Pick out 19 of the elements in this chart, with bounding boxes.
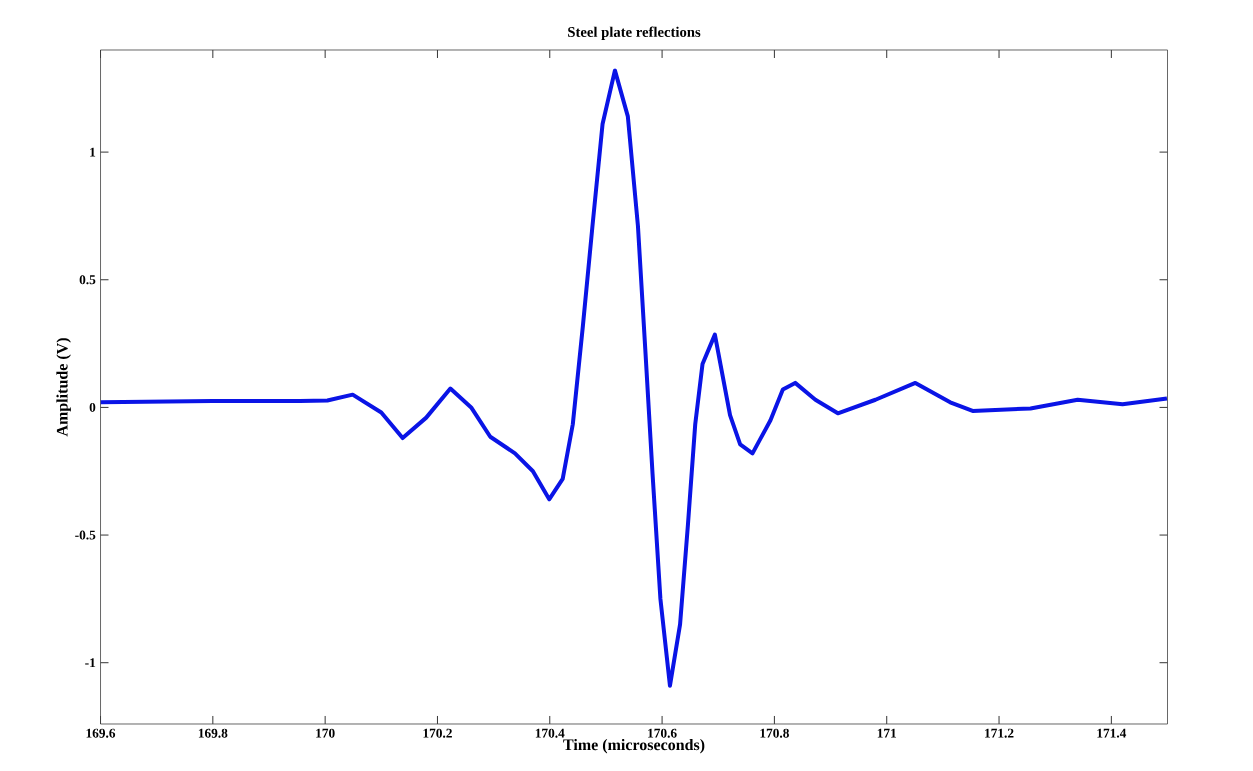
x-axis-title: Time (microseconds): [563, 738, 705, 754]
x-tick-label: 171: [877, 728, 897, 738]
x-tick-label: 170.8: [760, 728, 789, 738]
x-tick-label: 171.4: [1097, 728, 1127, 738]
y-tick-label: -1: [85, 658, 96, 668]
x-tick-label: 169.6: [86, 728, 116, 738]
x-tick-label: 170: [316, 728, 335, 738]
y-tick-label: -0.5: [75, 530, 96, 540]
y-axis-title: Amplitude (V): [56, 338, 71, 437]
x-tick-label: 170.4: [535, 728, 565, 738]
line-series: [100, 68, 1168, 688]
y-tick-label: 1: [90, 147, 96, 157]
x-tick-label: 169.8: [198, 728, 228, 738]
x-tick-label: 171.2: [985, 728, 1014, 738]
y-tick-label: 0.5: [79, 275, 96, 285]
x-tick-label: 170.2: [423, 728, 452, 738]
y-tick-label: 0: [89, 402, 96, 412]
x-tick-label: 170.6: [648, 728, 677, 738]
chart-title: Steel plate reflections: [568, 26, 701, 40]
